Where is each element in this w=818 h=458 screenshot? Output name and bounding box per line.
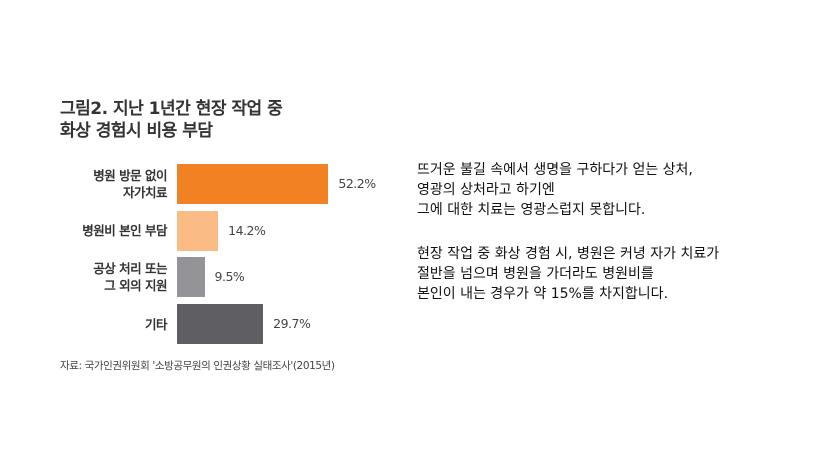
category-label-line: 그 외의 지원 [104, 278, 167, 294]
text-line: 절반을 넘으며 병원을 가더라도 병원비를 [417, 266, 654, 282]
text-line: 그에 대한 치료는 영광스럽지 못합니다. [417, 202, 646, 218]
data-label: 29.7% [273, 316, 311, 332]
bar [177, 257, 205, 298]
category-label-line: 기타 [144, 316, 168, 332]
text-line: 영광의 상처라고 하기엔 [417, 182, 555, 198]
text-line: 본인이 내는 경우가 약 15%를 차지합니다. [417, 286, 669, 302]
data-label: 9.5% [214, 269, 245, 285]
category-label-line: 병원 방문 없이 [93, 168, 167, 183]
text-line: 현장 작업 중 화상 경험 시, 병원은 커녕 자가 치료가 [417, 246, 720, 262]
chart-title-line: 화상 경험시 비용 부담 [60, 121, 213, 141]
text-line: 뜨거운 불길 속에서 생명을 구하다가 얻는 상처, [417, 162, 693, 178]
chart-source: 자료: 국가인권위원회 '소방공무원의 인권상황 실태조사'(2015년) [60, 360, 335, 372]
data-label: 52.2% [338, 176, 376, 191]
data-label: 14.2% [228, 222, 266, 238]
category-label: 기타 [144, 304, 168, 344]
chart-title: 그림2. 지난 1년간 현장 작업 중 화상 경험시 비용 부담 [60, 98, 283, 142]
paragraph-1: 뜨거운 불길 속에서 생명을 구하다가 얻는 상처, 영광의 상처라고 하기엔 … [417, 160, 693, 220]
category-label: 공상 처리 또는 그 외의 지원 [93, 257, 167, 297]
category-label: 병원비 본인 부담 [82, 211, 167, 251]
category-label-line: 공상 처리 또는 [93, 261, 167, 277]
bar [177, 304, 264, 345]
bar [177, 210, 219, 251]
category-label-line: 병원비 본인 부담 [82, 223, 167, 239]
chart-title-line: 그림2. 지난 1년간 현장 작업 중 [60, 99, 283, 119]
bar [177, 164, 329, 204]
category-label-line: 자가치료 [122, 185, 168, 200]
paragraph-2: 현장 작업 중 화상 경험 시, 병원은 커녕 자가 치료가 절반을 넘으며 병… [417, 244, 719, 304]
